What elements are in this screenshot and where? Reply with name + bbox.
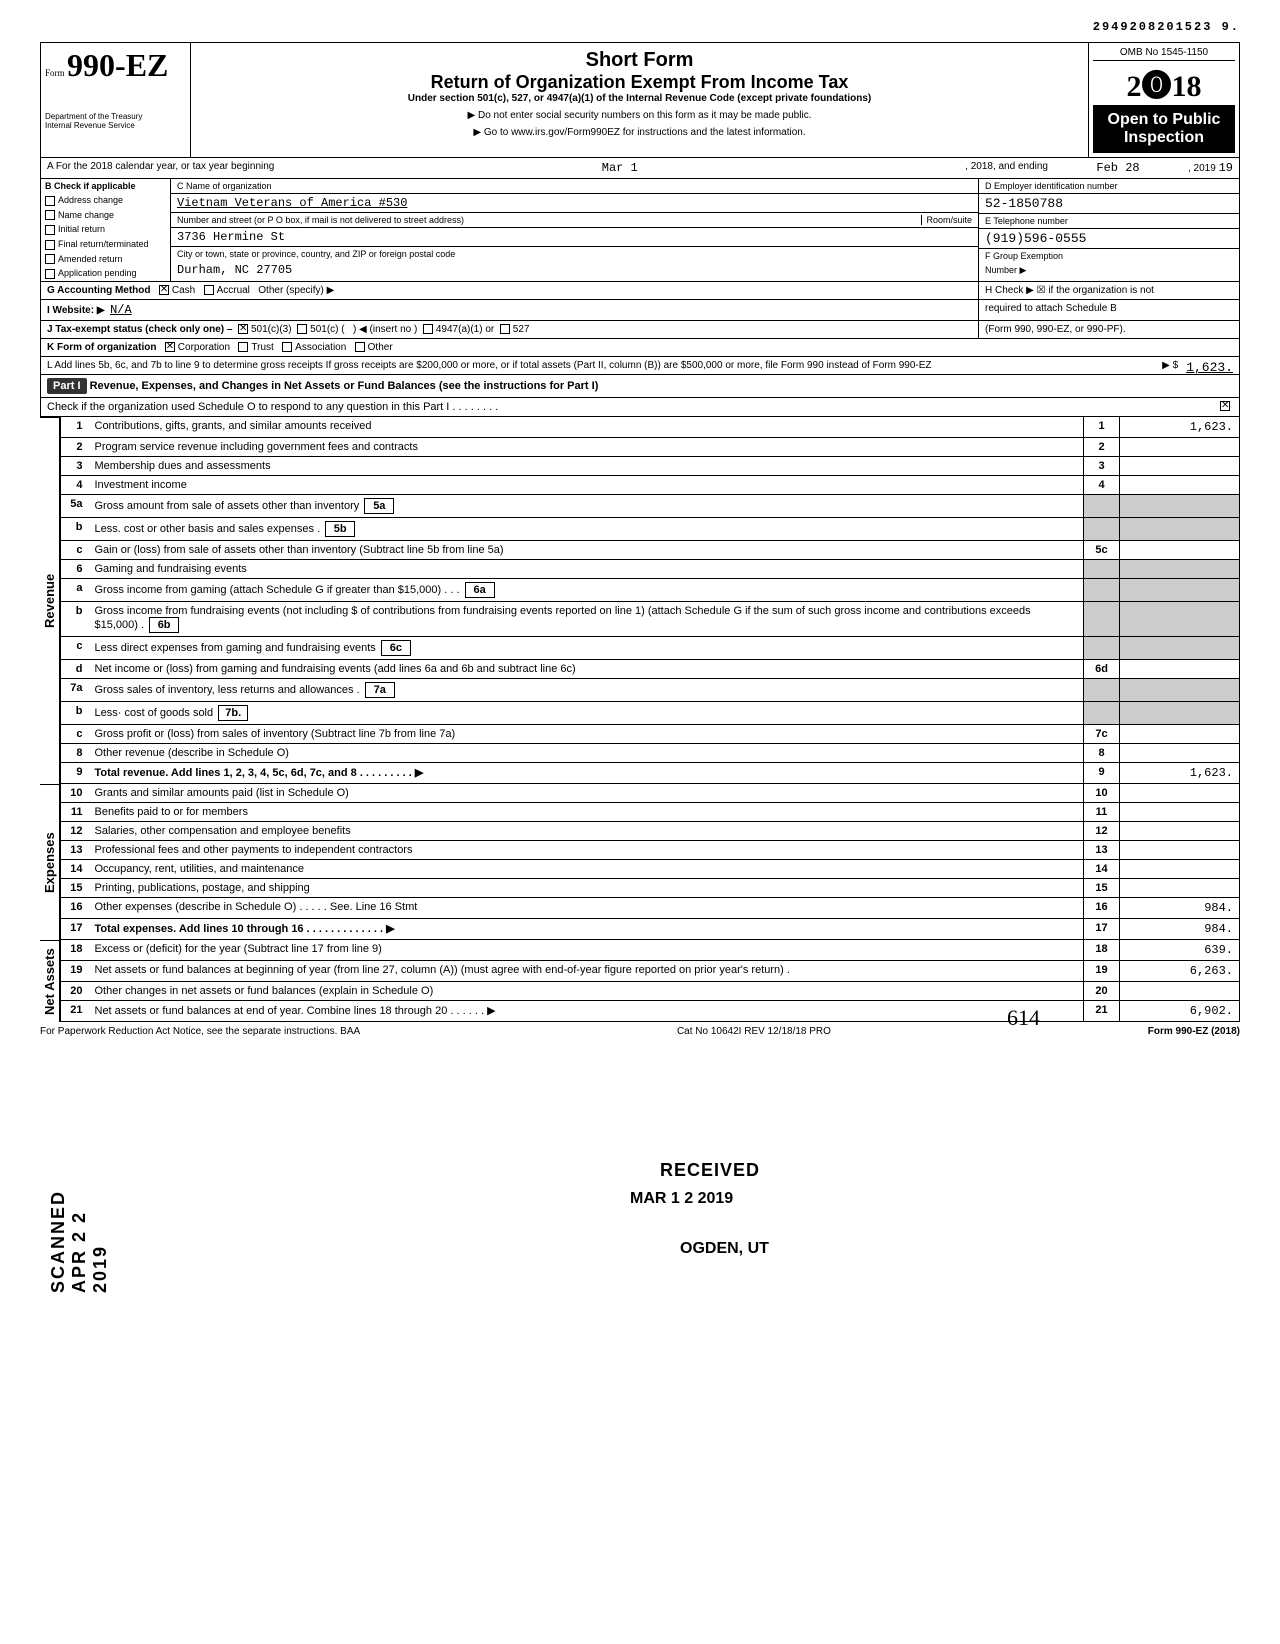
line-6a: aGross income from gaming (attach Schedu…: [61, 578, 1240, 601]
line-17: 17Total expenses. Add lines 10 through 1…: [61, 918, 1240, 939]
received-date: MAR 1 2 2019: [630, 1190, 733, 1208]
line-4: 4Investment income4: [61, 475, 1240, 494]
return-title: Return of Organization Exempt From Incom…: [201, 72, 1078, 93]
under-section: Under section 501(c), 527, or 4947(a)(1)…: [201, 93, 1078, 104]
hand-number: 614: [1007, 1005, 1040, 1031]
cb-amended-return: Amended return: [41, 252, 170, 267]
line-18: 18Excess or (deficit) for the year (Subt…: [61, 940, 1240, 961]
omb-number: OMB No 1545-1150: [1093, 47, 1235, 61]
line-2: 2Program service revenue including gover…: [61, 437, 1240, 456]
form-title-block: Short Form Return of Organization Exempt…: [191, 43, 1089, 157]
org-name-label: C Name of organization: [171, 179, 978, 194]
line-6: 6Gaming and fundraising events: [61, 559, 1240, 578]
line-5c: cGain or (loss) from sale of assets othe…: [61, 540, 1240, 559]
org-name: Vietnam Veterans of America #530: [171, 194, 978, 213]
cb-initial-return: Initial return: [41, 222, 170, 237]
tax-year: 2⓿201818: [1093, 61, 1235, 105]
info-grid: B Check if applicable Address change Nam…: [40, 179, 1240, 282]
year-begin: Mar 1: [602, 161, 638, 175]
telephone: (919)596-0555: [979, 229, 1239, 249]
expenses-label: Expenses: [40, 784, 60, 940]
cb-final-return: Final return/terminated: [41, 237, 170, 252]
form-id-block: Form 990-EZ Department of the Treasury I…: [41, 43, 191, 157]
form-header: Form 990-EZ Department of the Treasury I…: [40, 42, 1240, 158]
line-11: 11Benefits paid to or for members11: [61, 802, 1240, 821]
year-end: Feb 28: [1096, 161, 1139, 175]
line-13: 13Professional fees and other payments t…: [61, 840, 1240, 859]
line-21: 21Net assets or fund balances at end of …: [61, 1000, 1240, 1021]
cat-no: Cat No 10642I REV 12/18/18 PRO: [677, 1026, 831, 1037]
line-6c: cLess direct expenses from gaming and fu…: [61, 636, 1240, 659]
page-footer: For Paperwork Reduction Act Notice, see …: [40, 1022, 1240, 1041]
row-k: K Form of organization Corporation Trust…: [40, 339, 1240, 357]
line-15: 15Printing, publications, postage, and s…: [61, 878, 1240, 897]
org-city: Durham, NC 27705: [171, 261, 978, 279]
cb-501c3: [238, 324, 248, 334]
form-label: Form: [45, 68, 65, 78]
row-l: L Add lines 5b, 6c, and 7b to line 9 to …: [40, 357, 1240, 375]
cb-cash: [159, 285, 169, 295]
org-address: 3736 Hermine St: [171, 228, 978, 247]
irs-url: ▶ Go to www.irs.gov/Form990EZ for instru…: [201, 127, 1078, 138]
line-3: 3Membership dues and assessments3: [61, 456, 1240, 475]
ein: 52-1850788: [979, 194, 1239, 214]
omb-year-block: OMB No 1545-1150 2⓿201818 Open to Public…: [1089, 43, 1239, 157]
cb-application-pending: Application pending: [41, 266, 170, 281]
form-990ez-page: 2949208201523 9. Form 990-EZ Department …: [40, 20, 1240, 1041]
line-9: 9Total revenue. Add lines 1, 2, 3, 4, 5c…: [61, 762, 1240, 783]
row-a-tax-year: A For the 2018 calendar year, or tax yea…: [40, 158, 1240, 179]
line-6b: bGross income from fundraising events (n…: [61, 601, 1240, 636]
line-8: 8Other revenue (describe in Schedule O)8: [61, 743, 1240, 762]
paperwork-notice: For Paperwork Reduction Act Notice, see …: [40, 1026, 360, 1037]
line-5a: 5aGross amount from sale of assets other…: [61, 494, 1240, 517]
cb-schedule-o: [1220, 401, 1230, 411]
line-12: 12Salaries, other compensation and emplo…: [61, 821, 1240, 840]
line-5b: bLess. cost or other basis and sales exp…: [61, 517, 1240, 540]
website: N/A: [110, 303, 132, 317]
short-form: Short Form: [201, 49, 1078, 72]
line-7c: cGross profit or (loss) from sales of in…: [61, 724, 1240, 743]
col-b-checkboxes: B Check if applicable Address change Nam…: [41, 179, 171, 281]
net-assets-section: Net Assets 18Excess or (deficit) for the…: [40, 940, 1240, 1022]
line-10: 10Grants and similar amounts paid (list …: [61, 784, 1240, 803]
form-ref: Form 990-EZ (2018): [1148, 1026, 1240, 1037]
line-20: 20Other changes in net assets or fund ba…: [61, 981, 1240, 1000]
gross-receipts: 1,623.: [1186, 360, 1233, 375]
revenue-label: Revenue: [40, 417, 60, 784]
row-i: I Website: ▶ N/A required to attach Sche…: [40, 300, 1240, 321]
line-7a: 7aGross sales of inventory, less returns…: [61, 678, 1240, 701]
cb-accrual: [204, 285, 214, 295]
part1-header: Part I Revenue, Expenses, and Changes in…: [40, 375, 1240, 398]
line-16: 16Other expenses (describe in Schedule O…: [61, 897, 1240, 918]
line-7b: bLess· cost of goods sold 7b.: [61, 701, 1240, 724]
form-number: 990-EZ: [67, 47, 168, 83]
part1-tag: Part I: [47, 378, 87, 394]
ogden-stamp: OGDEN, UT: [680, 1240, 769, 1258]
line-19: 19Net assets or fund balances at beginni…: [61, 960, 1240, 981]
line-6d: dNet income or (loss) from gaming and fu…: [61, 659, 1240, 678]
cb-corporation: [165, 342, 175, 352]
open-public: Open to Public Inspection: [1093, 105, 1235, 153]
received-stamp: RECEIVED: [660, 1160, 760, 1181]
expenses-section: Expenses 10Grants and similar amounts pa…: [40, 784, 1240, 940]
scanned-stamp: SCANNED APR 2 2 2019: [48, 1190, 111, 1293]
cb-address-change: Address change: [41, 193, 170, 208]
dept-treasury: Department of the Treasury Internal Reve…: [45, 112, 186, 130]
line-14: 14Occupancy, rent, utilities, and mainte…: [61, 859, 1240, 878]
part1-check: Check if the organization used Schedule …: [40, 398, 1240, 417]
line-1: 1Contributions, gifts, grants, and simil…: [61, 417, 1240, 438]
col-de: D Employer identification number 52-1850…: [979, 179, 1239, 281]
row-j: J Tax-exempt status (check only one) – 5…: [40, 321, 1240, 339]
revenue-section: Revenue 1Contributions, gifts, grants, a…: [40, 417, 1240, 784]
col-c-org: C Name of organization Vietnam Veterans …: [171, 179, 979, 281]
cb-name-change: Name change: [41, 208, 170, 223]
doc-id: 2949208201523 9.: [40, 20, 1240, 34]
ssn-warning: ▶ Do not enter social security numbers o…: [201, 110, 1078, 121]
row-g: G Accounting Method Cash Accrual Other (…: [40, 282, 1240, 300]
net-assets-label: Net Assets: [40, 940, 60, 1022]
